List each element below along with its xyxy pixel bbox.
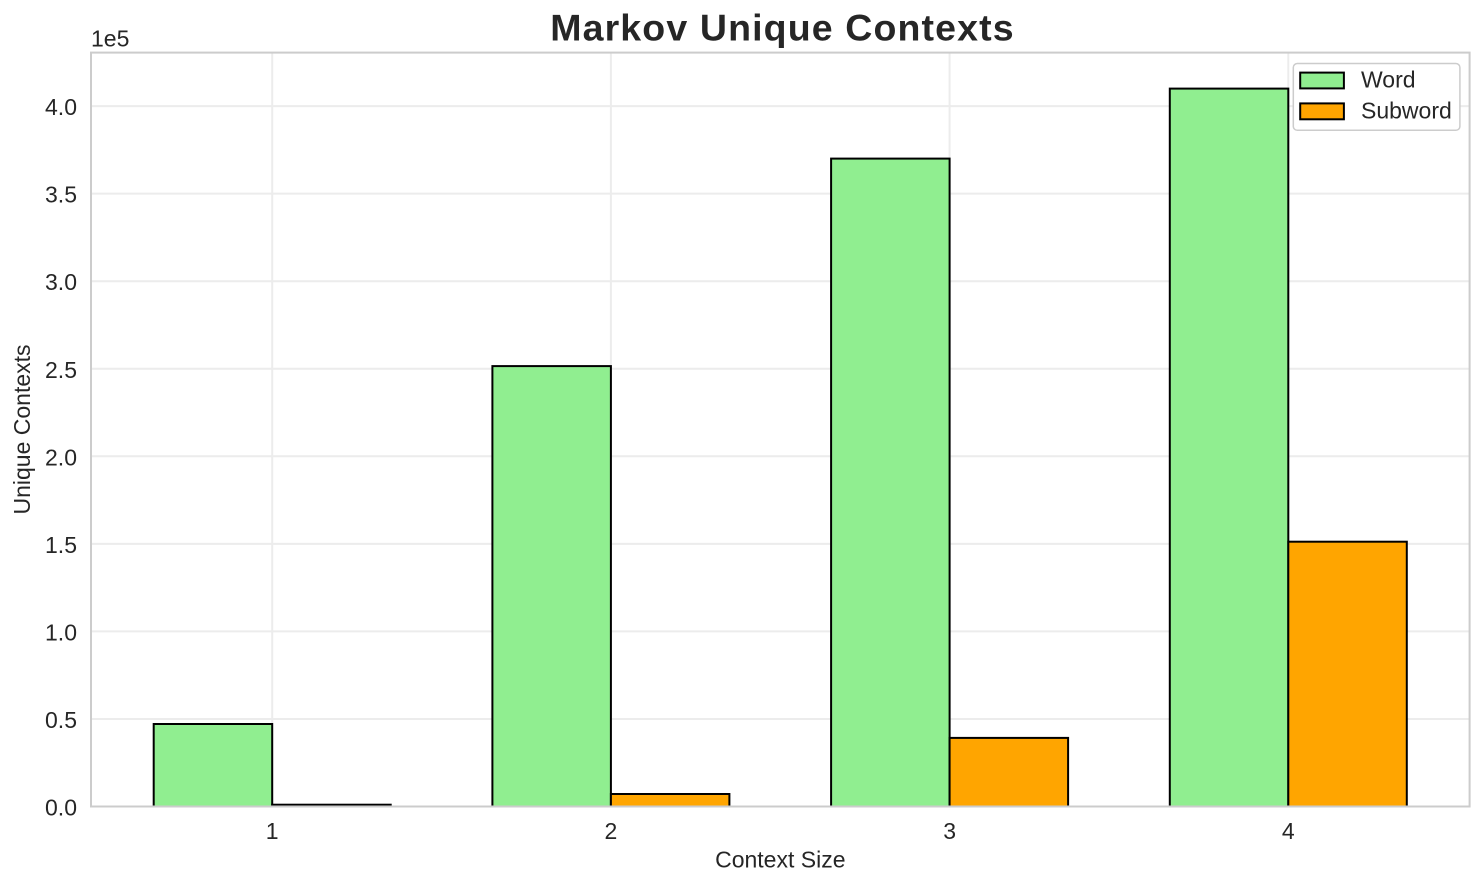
svg-text:Unique Contexts: Unique Contexts bbox=[9, 344, 35, 514]
svg-text:2: 2 bbox=[605, 818, 618, 844]
svg-text:3.5: 3.5 bbox=[45, 182, 77, 208]
svg-text:Subword: Subword bbox=[1361, 98, 1452, 124]
svg-text:2.5: 2.5 bbox=[45, 357, 77, 383]
svg-text:3: 3 bbox=[943, 818, 956, 844]
svg-text:0.5: 0.5 bbox=[45, 707, 77, 733]
svg-text:4: 4 bbox=[1282, 818, 1295, 844]
svg-text:1: 1 bbox=[266, 818, 279, 844]
svg-text:3.0: 3.0 bbox=[45, 269, 77, 295]
svg-text:1.5: 1.5 bbox=[45, 532, 77, 558]
svg-text:1.0: 1.0 bbox=[45, 619, 77, 645]
svg-text:Context Size: Context Size bbox=[715, 846, 845, 872]
svg-text:1e5: 1e5 bbox=[91, 26, 129, 52]
svg-text:4.0: 4.0 bbox=[45, 94, 77, 120]
svg-text:Word: Word bbox=[1361, 67, 1416, 93]
svg-text:0.0: 0.0 bbox=[45, 795, 77, 821]
svg-text:Markov Unique Contexts: Markov Unique Contexts bbox=[550, 7, 1015, 49]
svg-text:2.0: 2.0 bbox=[45, 444, 77, 470]
